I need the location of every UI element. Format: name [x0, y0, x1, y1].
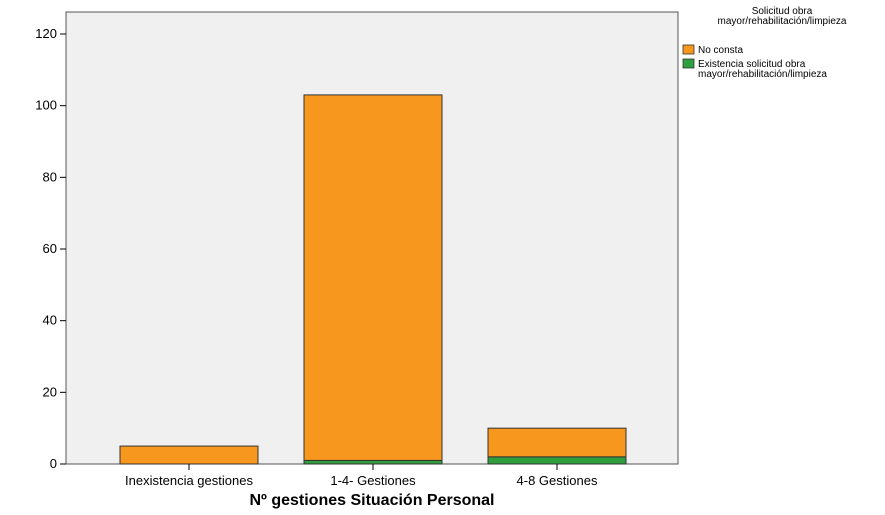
legend-swatch-0	[682, 44, 695, 55]
legend: Solicitud obramayor/rehabilitación/limpi…	[682, 6, 847, 80]
legend-label-1-line-1: mayor/rehabilitación/limpieza	[698, 69, 827, 80]
x-axis-title: Nº gestiones Situación Personal	[249, 492, 494, 509]
y-tick-label-60: 60	[43, 241, 57, 256]
y-tick-label-40: 40	[43, 313, 57, 328]
x-tick-label-0: Inexistencia gestiones	[125, 473, 253, 488]
legend-label-0-line-0: No consta	[698, 45, 743, 56]
bars	[119, 94, 627, 465]
legend-title-line-1: mayor/rehabilitación/limpieza	[718, 16, 847, 27]
bar-1-series-1	[303, 94, 443, 461]
legend-title-line-0: Solicitud obra	[752, 6, 813, 17]
x-tick-label-1: 1-4- Gestiones	[330, 473, 416, 488]
legend-swatch-1	[682, 58, 695, 69]
bar-1-series-0	[303, 459, 443, 465]
y-tick-label-100: 100	[35, 98, 57, 113]
y-tick-label-20: 20	[43, 384, 57, 399]
x-tick-label-2: 4-8 Gestiones	[517, 473, 598, 488]
bar-2-series-1	[487, 427, 627, 458]
y-tick-label-0: 0	[50, 456, 57, 471]
legend-label-1-line-0: Existencia solicitud obra	[698, 59, 806, 70]
bar-0-series-1	[119, 445, 259, 465]
bar-2-series-0	[487, 456, 627, 465]
y-tick-label-80: 80	[43, 169, 57, 184]
x-axis: Inexistencia gestiones 1-4- Gestiones 4-8 …	[125, 464, 598, 488]
y-tick-label-120: 120	[35, 26, 57, 41]
y-axis: 0 20 40 60 80 100 120	[35, 26, 66, 471]
